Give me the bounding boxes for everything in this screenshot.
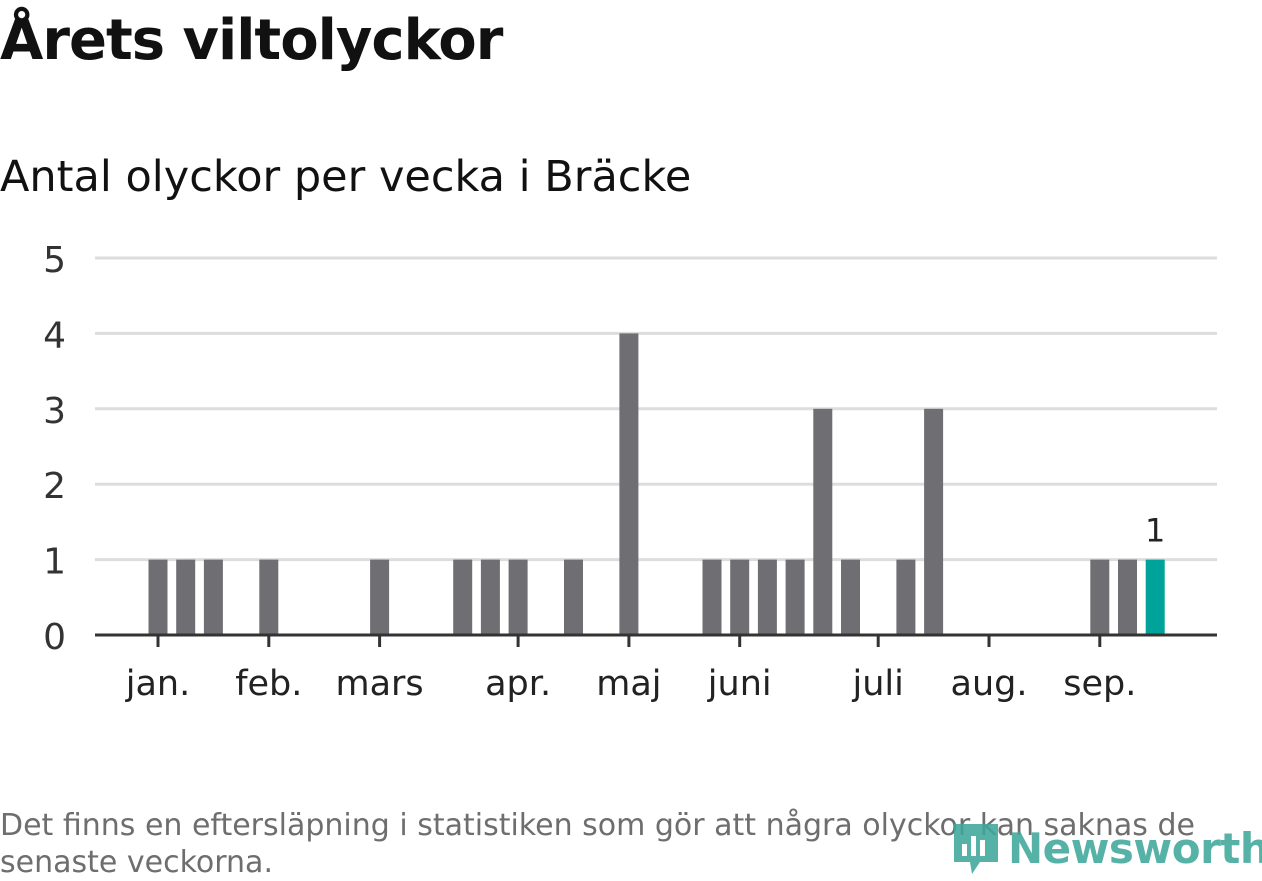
- x-tick-label: mars: [336, 664, 424, 704]
- bar: [785, 559, 805, 635]
- bar: [813, 408, 833, 635]
- newsworthy-logo: Newsworthy: [950, 820, 1262, 876]
- y-tick-label: 1: [43, 542, 66, 583]
- bar: [702, 559, 722, 635]
- newsworthy-logo-icon: [954, 824, 998, 874]
- bar: [841, 559, 860, 635]
- bar: [176, 559, 196, 635]
- bar: [896, 559, 916, 635]
- data-label: 1: [1145, 512, 1165, 550]
- bar: [757, 559, 777, 635]
- chart-subtitle: Antal olyckor per vecka i Bräcke: [0, 152, 692, 202]
- y-tick-label: 3: [43, 391, 66, 432]
- x-tick-label: jan.: [125, 664, 190, 704]
- x-tick-label: maj: [596, 664, 661, 704]
- bar: [564, 559, 583, 635]
- bar: [480, 559, 500, 635]
- y-tick-label: 0: [43, 617, 66, 658]
- bar: [619, 333, 639, 635]
- bar: [148, 559, 168, 635]
- x-tick-label: aug.: [951, 664, 1028, 704]
- bar: [203, 559, 223, 635]
- bar: [924, 408, 944, 635]
- bar: [1118, 559, 1137, 635]
- x-tick-label: apr.: [485, 664, 551, 704]
- bar: [730, 559, 750, 635]
- bar: [370, 559, 390, 635]
- y-tick-label: 5: [43, 240, 66, 281]
- x-tick-label: juli: [852, 664, 904, 704]
- y-tick-label: 4: [43, 315, 66, 356]
- x-tick-label: sep.: [1063, 664, 1136, 704]
- bar: [1090, 559, 1110, 635]
- x-tick-label: feb.: [235, 664, 302, 704]
- bar: [508, 559, 528, 635]
- highlight-bar: [1145, 559, 1165, 635]
- bar-chart: 0 1 2 3 4 5 1 jan. feb. mars apr. maj juni juli aug. se…: [43, 240, 1217, 704]
- y-tick-label: 2: [43, 466, 66, 507]
- bar: [259, 559, 279, 635]
- chart-title: Årets viltolyckor: [0, 8, 503, 73]
- newsworthy-logo-text: Newsworthy: [1008, 823, 1262, 873]
- x-tick-label: juni: [707, 664, 772, 704]
- bar: [453, 559, 473, 635]
